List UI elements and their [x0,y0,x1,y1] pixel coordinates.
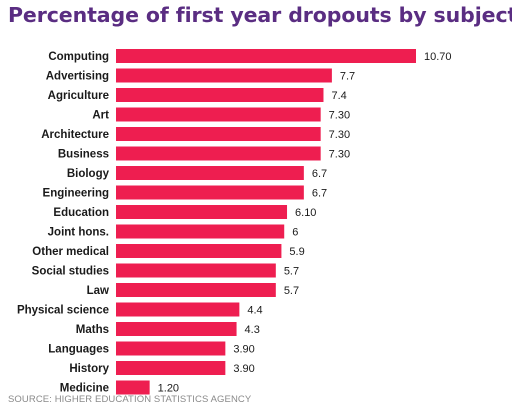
value-label: 10.70 [424,51,452,63]
category-label: Architecture [41,129,109,141]
category-label: Art [92,110,109,122]
bar [116,107,321,122]
category-label: Joint hons. [48,227,109,239]
bar [116,127,321,141]
category-label: Medicine [60,383,109,395]
value-label: 3.90 [233,363,254,375]
value-label: 7.30 [329,110,350,122]
category-label: Advertising [46,71,109,83]
bar [116,146,321,161]
bar [116,88,324,102]
value-label: 5.7 [284,266,299,278]
value-label: 6 [292,227,298,239]
bar [116,205,288,219]
bar-row: Agriculture 7.4 [48,88,347,102]
bar-row: Architecture 7.30 [41,127,350,141]
bar [116,49,416,63]
category-label: Languages [48,344,109,356]
bar [116,380,150,395]
bar [116,283,276,297]
category-label: Education [53,207,109,219]
value-label: 7.4 [331,90,346,102]
value-label: 5.9 [289,246,304,258]
value-label: 6.7 [312,168,327,180]
bar-row: Art 7.30 [92,107,350,122]
value-label: 5.7 [284,285,299,297]
bar [116,302,240,317]
bar-row: Other medical 5.9 [32,244,305,258]
value-label: 4.3 [245,324,260,336]
value-label: 4.4 [247,305,262,317]
bar-row: Physical science 4.4 [17,302,263,317]
chart-title: Percentage of first year dropouts by sub… [8,3,512,27]
bar [116,341,226,356]
chart-source: SOURCE: HIGHER EDUCATION STATISTICS AGEN… [8,394,252,405]
bar [116,263,276,278]
category-label: Other medical [32,246,109,258]
category-label: Maths [76,324,109,336]
bar-row: Social studies 5.7 [32,263,299,278]
bars-layer: Computing 10.70 Advertising 7.7 Agriculture 7… [17,49,452,395]
bar-row: Joint hons. 6 [48,224,298,239]
bar-row: Biology 6.7 [67,166,327,180]
bar [116,361,226,375]
bar-row: Engineering 6.7 [43,185,327,200]
bar-row: Law 5.7 [87,283,299,297]
bar [116,224,285,239]
bar-row: Computing 10.70 [48,49,452,63]
bar [116,244,282,258]
value-label: 3.90 [233,344,254,356]
bar-row: Education 6.10 [53,205,316,219]
value-label: 6.10 [295,207,316,219]
category-label: Agriculture [48,90,109,102]
category-label: Physical science [17,305,109,317]
value-label: 7.30 [329,129,350,141]
category-label: Biology [67,168,110,180]
bar-row: Advertising 7.7 [46,68,355,83]
value-label: 7.30 [329,149,350,161]
bar-row: History 3.90 [69,361,255,375]
bar-row: Maths 4.3 [76,322,260,336]
bar-row: Medicine 1.20 [60,380,179,395]
value-label: 7.7 [340,71,355,83]
category-label: Computing [48,51,109,63]
bar [116,185,304,200]
category-label: History [69,363,109,375]
category-label: Social studies [32,266,109,278]
bar-row: Languages 3.90 [48,341,255,356]
bar [116,166,304,180]
bar-row: Business 7.30 [58,146,350,161]
category-label: Law [87,285,109,297]
category-label: Engineering [43,188,109,200]
bar [116,322,237,336]
bar [116,68,332,83]
category-label: Business [58,149,109,161]
value-label: 1.20 [158,383,179,395]
value-label: 6.7 [312,188,327,200]
